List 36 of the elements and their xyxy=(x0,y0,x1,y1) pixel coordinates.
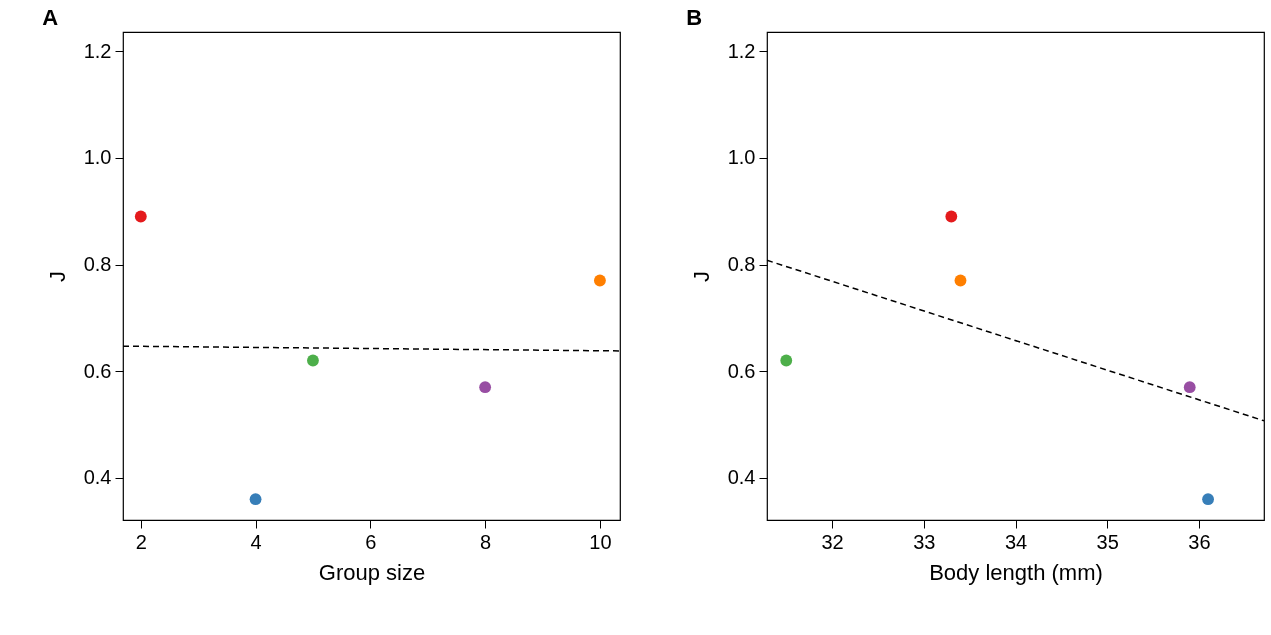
point xyxy=(594,274,606,287)
y-tick-label: 0.4 xyxy=(727,466,756,489)
point xyxy=(307,354,319,367)
x-tick-label: 35 xyxy=(1096,530,1119,553)
point xyxy=(780,354,793,367)
point xyxy=(1202,493,1214,506)
y-axis-title: J xyxy=(44,271,70,282)
point xyxy=(945,210,958,223)
y-tick-label: 1.0 xyxy=(727,146,756,169)
y-tick-label: 0.6 xyxy=(83,359,112,382)
x-tick-label: 6 xyxy=(365,530,377,553)
point xyxy=(134,210,147,223)
y-tick-label: 0.8 xyxy=(83,253,112,276)
x-tick-label: 10 xyxy=(589,530,612,553)
point xyxy=(954,274,967,287)
x-tick-label: 8 xyxy=(480,530,492,553)
x-axis-title: Group size xyxy=(318,559,426,585)
point xyxy=(479,381,492,394)
x-tick-label: 34 xyxy=(1004,530,1028,553)
y-tick-label: 0.4 xyxy=(83,466,112,489)
y-tick-label: 1.2 xyxy=(727,39,756,62)
y-tick-label: 1.0 xyxy=(83,146,112,169)
x-tick-label: 4 xyxy=(250,530,262,553)
x-tick-label: 36 xyxy=(1188,530,1211,553)
chart-title: B xyxy=(686,5,703,30)
y-tick-label: 1.2 xyxy=(83,39,112,62)
point xyxy=(1183,381,1196,394)
y-axis-title: J xyxy=(688,271,714,282)
point xyxy=(249,493,262,506)
y-tick-label: 0.6 xyxy=(727,359,756,382)
y-tick-label: 0.8 xyxy=(727,253,756,276)
x-axis-title: Body length (mm) xyxy=(929,559,1103,585)
chart-title: A xyxy=(42,5,59,30)
x-tick-label: 33 xyxy=(913,530,936,553)
x-tick-label: 2 xyxy=(135,530,147,553)
x-tick-label: 32 xyxy=(821,530,844,553)
